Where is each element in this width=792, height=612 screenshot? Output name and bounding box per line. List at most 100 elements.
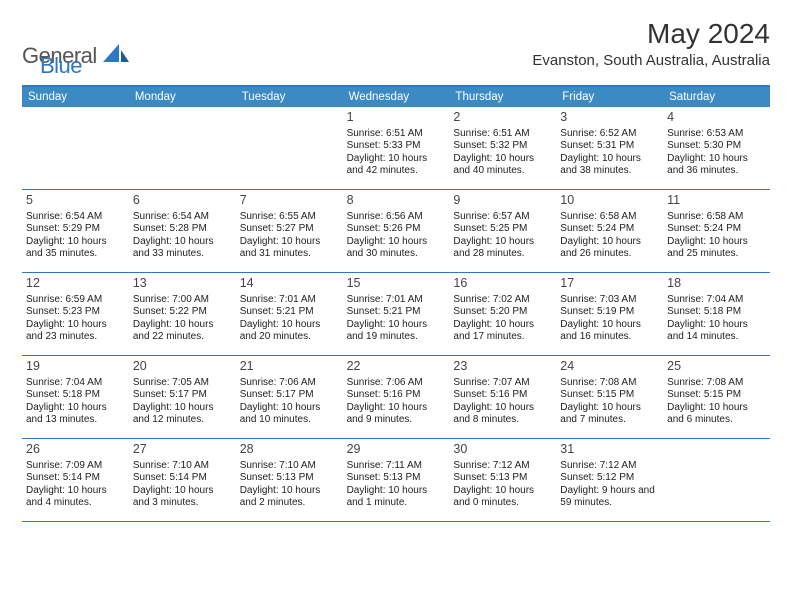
day-number: 10: [560, 193, 659, 209]
day-cell: 2Sunrise: 6:51 AMSunset: 5:32 PMDaylight…: [449, 107, 556, 189]
sunset-line: Sunset: 5:17 PM: [240, 389, 339, 402]
sunset-line: Sunset: 5:28 PM: [133, 223, 232, 236]
day-number: 27: [133, 442, 232, 458]
sunrise-line: Sunrise: 7:00 AM: [133, 294, 232, 307]
sunset-line: Sunset: 5:14 PM: [133, 472, 232, 485]
day-cell: 31Sunrise: 7:12 AMSunset: 5:12 PMDayligh…: [556, 439, 663, 521]
weeks-container: 1Sunrise: 6:51 AMSunset: 5:33 PMDaylight…: [22, 107, 770, 522]
calendar-page: General May 2024 Evanston, South Austral…: [0, 0, 792, 532]
sunrise-line: Sunrise: 7:04 AM: [26, 377, 125, 390]
daylight-line: Daylight: 10 hours and 16 minutes.: [560, 319, 659, 344]
daylight-line: Daylight: 10 hours and 14 minutes.: [667, 319, 766, 344]
sunset-line: Sunset: 5:14 PM: [26, 472, 125, 485]
daylight-line: Daylight: 10 hours and 13 minutes.: [26, 402, 125, 427]
sunrise-line: Sunrise: 6:54 AM: [26, 211, 125, 224]
sunrise-line: Sunrise: 6:54 AM: [133, 211, 232, 224]
daylight-line: Daylight: 10 hours and 3 minutes.: [133, 485, 232, 510]
day-cell: 22Sunrise: 7:06 AMSunset: 5:16 PMDayligh…: [343, 356, 450, 438]
sunrise-line: Sunrise: 6:56 AM: [347, 211, 446, 224]
sunset-line: Sunset: 5:12 PM: [560, 472, 659, 485]
sunset-line: Sunset: 5:26 PM: [347, 223, 446, 236]
sunset-line: Sunset: 5:23 PM: [26, 306, 125, 319]
day-number: 18: [667, 276, 766, 292]
day-number: 16: [453, 276, 552, 292]
day-number: 13: [133, 276, 232, 292]
weekday-friday: Friday: [556, 87, 663, 107]
daylight-line: Daylight: 10 hours and 12 minutes.: [133, 402, 232, 427]
sunrise-line: Sunrise: 7:01 AM: [347, 294, 446, 307]
daylight-line: Daylight: 10 hours and 22 minutes.: [133, 319, 232, 344]
day-number: 23: [453, 359, 552, 375]
day-number: 28: [240, 442, 339, 458]
week-row: 26Sunrise: 7:09 AMSunset: 5:14 PMDayligh…: [22, 439, 770, 522]
daylight-line: Daylight: 10 hours and 30 minutes.: [347, 236, 446, 261]
day-cell: 1Sunrise: 6:51 AMSunset: 5:33 PMDaylight…: [343, 107, 450, 189]
day-cell: 30Sunrise: 7:12 AMSunset: 5:13 PMDayligh…: [449, 439, 556, 521]
day-cell: 27Sunrise: 7:10 AMSunset: 5:14 PMDayligh…: [129, 439, 236, 521]
day-cell: 5Sunrise: 6:54 AMSunset: 5:29 PMDaylight…: [22, 190, 129, 272]
day-number: 24: [560, 359, 659, 375]
day-cell: 25Sunrise: 7:08 AMSunset: 5:15 PMDayligh…: [663, 356, 770, 438]
sunrise-line: Sunrise: 6:55 AM: [240, 211, 339, 224]
sunrise-line: Sunrise: 6:57 AM: [453, 211, 552, 224]
sunset-line: Sunset: 5:21 PM: [240, 306, 339, 319]
day-number: 25: [667, 359, 766, 375]
weekday-saturday: Saturday: [663, 87, 770, 107]
daylight-line: Daylight: 10 hours and 35 minutes.: [26, 236, 125, 261]
sunrise-line: Sunrise: 7:08 AM: [667, 377, 766, 390]
title-block: May 2024 Evanston, South Australia, Aust…: [532, 18, 770, 69]
sunrise-line: Sunrise: 6:58 AM: [560, 211, 659, 224]
logo-sail-icon: [103, 44, 129, 69]
day-number: 11: [667, 193, 766, 209]
sunset-line: Sunset: 5:16 PM: [453, 389, 552, 402]
daylight-line: Daylight: 10 hours and 42 minutes.: [347, 153, 446, 178]
day-cell: 16Sunrise: 7:02 AMSunset: 5:20 PMDayligh…: [449, 273, 556, 355]
sunset-line: Sunset: 5:27 PM: [240, 223, 339, 236]
sunset-line: Sunset: 5:18 PM: [667, 306, 766, 319]
week-row: 19Sunrise: 7:04 AMSunset: 5:18 PMDayligh…: [22, 356, 770, 439]
day-cell: 21Sunrise: 7:06 AMSunset: 5:17 PMDayligh…: [236, 356, 343, 438]
weekday-row: SundayMondayTuesdayWednesdayThursdayFrid…: [22, 87, 770, 107]
sunset-line: Sunset: 5:17 PM: [133, 389, 232, 402]
day-number: 20: [133, 359, 232, 375]
day-number: 26: [26, 442, 125, 458]
daylight-line: Daylight: 10 hours and 33 minutes.: [133, 236, 232, 261]
day-number: 14: [240, 276, 339, 292]
sunset-line: Sunset: 5:32 PM: [453, 140, 552, 153]
day-cell: 26Sunrise: 7:09 AMSunset: 5:14 PMDayligh…: [22, 439, 129, 521]
logo-text-blue: Blue: [40, 53, 82, 79]
day-cell: 3Sunrise: 6:52 AMSunset: 5:31 PMDaylight…: [556, 107, 663, 189]
day-cell: 11Sunrise: 6:58 AMSunset: 5:24 PMDayligh…: [663, 190, 770, 272]
day-number: 2: [453, 110, 552, 126]
day-cell: 19Sunrise: 7:04 AMSunset: 5:18 PMDayligh…: [22, 356, 129, 438]
sunrise-line: Sunrise: 7:07 AM: [453, 377, 552, 390]
weekday-sunday: Sunday: [22, 87, 129, 107]
sunset-line: Sunset: 5:13 PM: [240, 472, 339, 485]
day-cell: 7Sunrise: 6:55 AMSunset: 5:27 PMDaylight…: [236, 190, 343, 272]
sunset-line: Sunset: 5:29 PM: [26, 223, 125, 236]
daylight-line: Daylight: 10 hours and 36 minutes.: [667, 153, 766, 178]
day-number: 31: [560, 442, 659, 458]
sunrise-line: Sunrise: 7:12 AM: [560, 460, 659, 473]
day-number: 15: [347, 276, 446, 292]
daylight-line: Daylight: 10 hours and 17 minutes.: [453, 319, 552, 344]
day-number: 6: [133, 193, 232, 209]
daylight-line: Daylight: 10 hours and 20 minutes.: [240, 319, 339, 344]
daylight-line: Daylight: 10 hours and 10 minutes.: [240, 402, 339, 427]
sunrise-line: Sunrise: 7:11 AM: [347, 460, 446, 473]
week-row: 1Sunrise: 6:51 AMSunset: 5:33 PMDaylight…: [22, 107, 770, 190]
sunrise-line: Sunrise: 6:58 AM: [667, 211, 766, 224]
day-cell: 18Sunrise: 7:04 AMSunset: 5:18 PMDayligh…: [663, 273, 770, 355]
sunrise-line: Sunrise: 7:08 AM: [560, 377, 659, 390]
day-number: 17: [560, 276, 659, 292]
sunset-line: Sunset: 5:30 PM: [667, 140, 766, 153]
sunset-line: Sunset: 5:16 PM: [347, 389, 446, 402]
day-cell: [22, 107, 129, 189]
daylight-line: Daylight: 10 hours and 31 minutes.: [240, 236, 339, 261]
sunset-line: Sunset: 5:20 PM: [453, 306, 552, 319]
sunrise-line: Sunrise: 7:12 AM: [453, 460, 552, 473]
day-number: 4: [667, 110, 766, 126]
day-cell: 13Sunrise: 7:00 AMSunset: 5:22 PMDayligh…: [129, 273, 236, 355]
week-row: 12Sunrise: 6:59 AMSunset: 5:23 PMDayligh…: [22, 273, 770, 356]
daylight-line: Daylight: 10 hours and 19 minutes.: [347, 319, 446, 344]
